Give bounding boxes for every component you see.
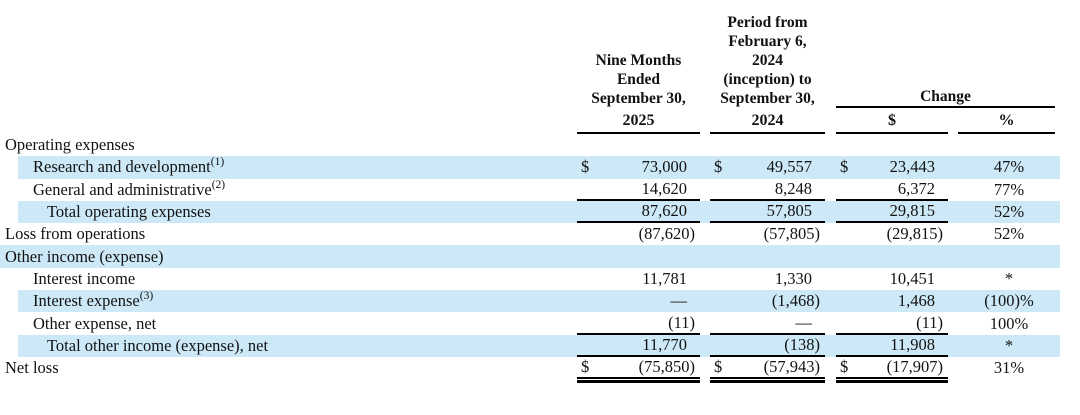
change-dollar-value: 11,908 [836,335,948,357]
year-2024-header: 2024 [710,108,825,134]
value-2025: (11) [577,312,700,335]
value-2024: (57,805) [763,224,820,244]
change-dollar-value: 6,372 [836,179,948,201]
value-2025: 14,620 [577,179,700,201]
value-2024: 57,805 [710,201,825,224]
row-label: Operating expenses [5,135,135,155]
dollar-sign: $ [840,157,849,177]
row-label: Interest expense (3) [33,290,154,311]
change-dollar-value: 10,451 [889,268,935,288]
change-dollar-value [836,134,948,156]
row-label: Loss from operations [5,224,146,244]
change-caption: Change [836,87,1055,108]
table-row-total-other-income: Total other income (expense), net 11,770… [0,334,1060,357]
change-percent-value: 31% [993,358,1025,378]
table-row-interest-income: Interest income 11,781 1,330 10,451 * [0,268,1060,290]
change-percent-value: 47% [993,157,1025,177]
change-percent-header: % [958,108,1055,134]
row-label: Interest income [33,268,136,288]
value-2025: 11,770 [577,335,700,357]
year-2025-header: 2025 [577,108,700,134]
value-2025 [577,245,700,267]
value-2025: 87,620 [577,201,700,224]
value-2024: — [710,312,825,335]
table-row-total-operating-expenses: Total operating expenses 87,620 57,805 2… [0,200,1060,224]
footnote-ref: (2) [211,178,226,191]
row-label: Net loss [5,358,59,378]
value-2024 [710,134,825,156]
table-row-operating-expenses: Operating expenses [0,134,1060,156]
value-2024: (1,468) [771,291,820,311]
change-percent-value: (100)% [984,291,1034,311]
table-row-interest-expense: Interest expense (3) — (1,468) 1,468 (100… [0,290,1060,313]
value-2024: 1,330 [774,268,812,288]
row-label: Other expense, net [33,313,157,333]
table-header-top: Nine Months Ended September 30, Period f… [0,0,1060,108]
change-percent-value: 52% [993,202,1025,222]
table-row-general-administrative: General and administrative (2) 14,620 8,2… [0,179,1060,201]
value-2024 [710,245,825,267]
value-2025: $ (75,850) [577,357,700,384]
change-percent-value: * [1004,268,1014,288]
change-dollar-value: $23,443 [840,157,935,177]
change-percent-value: 77% [993,179,1025,199]
dollar-sign: $ [581,357,590,377]
change-dollar-value: (29,815) [886,224,943,244]
value-2025: (87,620) [638,224,695,244]
row-label: General and administrative (2) [33,178,226,199]
change-percent-value: * [1004,335,1014,355]
period-caption-2025: Nine Months Ended September 30, [591,52,686,107]
change-dollar-header: $ [836,108,948,134]
value-2025: 11,781 [642,268,687,288]
dollar-sign: $ [714,157,723,177]
row-label: Other income (expense) [5,246,164,266]
table-header-years: 2025 2024 $ % [0,108,1060,134]
change-percent-value [958,245,1060,267]
dollar-sign: $ [714,357,723,377]
table-row-net-loss: Net loss $ (75,850) $ (57,943) $ (17,907) 3… [0,357,1060,384]
value-2025 [577,134,700,156]
value-2024: $49,557 [714,157,812,177]
change-dollar-value [836,245,948,267]
value-2024: (138) [710,335,825,357]
dollar-sign: $ [840,357,849,377]
value-2025: $73,000 [581,157,687,177]
column-header-2025-period: Nine Months Ended September 30, [577,51,700,108]
table-row-loss-from-operations: Loss from operations (87,620) (57,805) (… [0,223,1060,245]
financial-table: Nine Months Ended September 30, Period f… [0,0,1060,384]
change-column-group: Change [836,87,1060,108]
row-label: Total operating expenses [47,202,211,222]
change-percent-value [958,134,1060,156]
change-dollar-value: 1,468 [897,291,935,311]
footnote-ref: (1) [210,156,225,169]
value-2024: $ (57,943) [710,357,825,384]
row-label: Research and development (1) [33,156,225,177]
change-dollar-value: (11) [836,312,948,335]
change-percent-value: 52% [993,224,1025,244]
change-dollar-value: $ (17,907) [836,357,948,384]
column-header-2024-period: Period from February 6, 2024 (inception)… [710,13,825,108]
change-dollar-value: 29,815 [836,201,948,224]
dollar-sign: $ [581,157,590,177]
change-percent-value: 100% [989,313,1029,333]
table-row-research-development: Research and development (1) $73,000 $49,… [0,156,1060,179]
table-row-other-income-expense: Other income (expense) [0,245,1060,268]
table-row-other-expense-net: Other expense, net (11) — (11) 100% [0,312,1060,335]
period-caption-2024: Period from February 6, 2024 (inception)… [720,14,815,107]
value-2024: 8,248 [710,179,825,201]
value-2025: — [670,291,688,311]
row-label: Total other income (expense), net [47,335,269,355]
footnote-ref: (3) [139,290,154,303]
